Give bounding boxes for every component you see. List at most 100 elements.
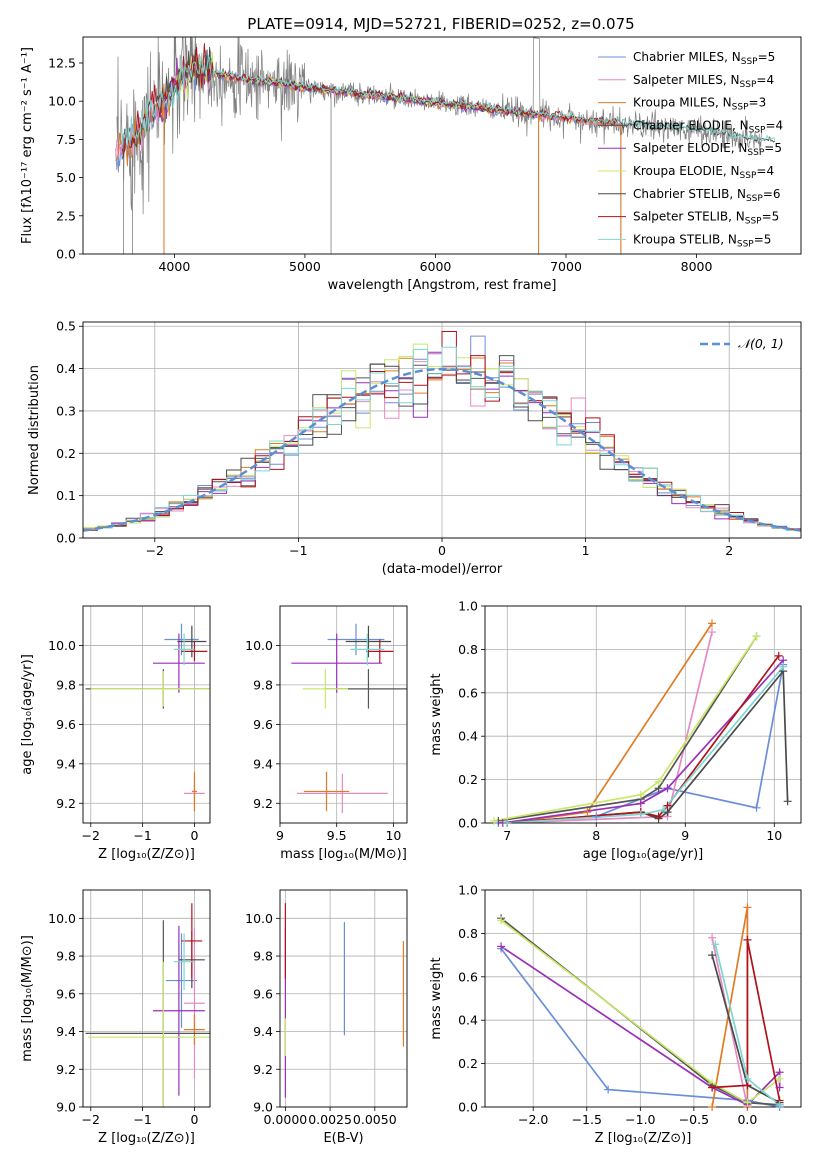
y-tick-label: 10.0 [245,638,273,653]
x-tick-label: 0.0000 [263,1112,307,1127]
plot-area [85,623,210,812]
y-tick-label: 0.3 [56,403,76,418]
y-tick-label: 0.5 [56,319,76,334]
legend-label-sub: SSP [732,103,749,113]
x-tick-label: −1.0 [625,1112,655,1127]
y-axis-label: mass weight [429,957,444,1039]
y-tick-label: 0.4 [458,1013,478,1028]
y-tick-label: 9.8 [56,677,76,692]
x-tick-label: 9.5 [327,828,347,843]
residuals-legend: 𝒩(0, 1) [700,336,784,351]
panel-spectrum: 4000 5000 6000 7000 8000 0.0 2.5 5.0 7.5 10.0 12.5… [20,36,802,293]
weight-marker-kroupa_elodie [775,1074,784,1083]
x-axis-label: age [log₁₀(age/yr)] [583,847,704,862]
x-axis-label: (data-model)/error [382,562,503,577]
axes-frame [82,605,211,824]
x-tick-label: 0 [438,543,446,558]
weight-line-kroupa_elodie [493,635,758,822]
weight-marker-kroupa_elodie [489,816,498,825]
panel-residuals: −2 −1 0 1 2 0.0 0.1 0.2 0.3 0.4 0.5 (data-model)/er… [27,319,802,577]
legend-label: Kroupa STELIB, NSSP=5 [633,232,771,249]
x-tick-label: 4000 [158,259,190,274]
y-tick-label: 12.5 [48,55,76,70]
weight-marker-kroupa_stelib [779,662,788,671]
legend-label-main: Salpeter STELIB, N [633,210,745,224]
panel-weight_vs_age: 7 8 9 10 0.0 0.2 0.4 0.6 0.8 1.0 age [log₁₀(age/yr… [429,599,802,862]
weight-marker-salpeter_stelib [663,801,672,810]
y-tick-label: 0.0 [56,247,76,262]
x-tick-label: 0.0 [737,1112,757,1127]
axes-frame [82,889,211,1108]
panel-weight_vs_Z: −2.0 −1.5 −1.0 −0.5 0.0 0.0 0.2 0.4 0.6 0.8 1.0 Z [… [429,883,802,1146]
y-tick-label: 9.0 [253,1100,273,1115]
weight-marker-kroupa_miles [707,619,716,628]
weight-marker-chabrier_miles [592,812,601,821]
x-tick-label: 0 [190,1112,198,1127]
y-axis-label: Normed distribution [27,365,42,495]
legend-label-main: Chabrier ELODIE, N [633,118,749,132]
plot-area [284,903,405,1098]
legend-label: 𝒩(0, 1) [738,336,784,351]
x-tick-label: 9 [276,828,284,843]
legend-label-sub: SSP [749,125,766,135]
legend-label: Chabrier STELIB, NSSP=6 [633,187,781,204]
legend-label-main: Salpeter ELODIE, N [633,141,747,155]
y-tick-label: 0.1 [56,488,76,503]
legend-label: Salpeter ELODIE, NSSP=5 [633,141,782,158]
legend-label-sub: SSP [741,57,758,67]
legend-label-suffix: =5 [764,141,782,155]
weight-marker-chabrier_stelib [783,797,792,806]
x-axis-label: E(B-V) [323,1131,363,1146]
weight-marker-salpeter_stelib [708,1083,717,1092]
weight-marker-salpeter_miles [708,933,717,942]
y-tick-label: 9.4 [253,1024,273,1039]
plot-area [83,331,801,532]
legend-label-sub: SSP [747,148,764,158]
x-axis-label: mass [log₁₀(M/M⊙)] [280,847,407,862]
axes-frame [279,605,408,824]
y-tick-label: 0.0 [458,1100,478,1115]
x-axis-label: wavelength [Angstrom, rest frame] [328,278,557,293]
y-tick-label: 9.4 [253,756,273,771]
normal-curve [83,367,801,532]
weight-line-salpeter_elodie [502,659,784,823]
weight-marker-salpeter_stelib [743,935,752,944]
weight-marker-salpeter_elodie [636,799,645,808]
legend-label-main: Chabrier STELIB, N [633,187,746,201]
y-tick-label: 10.0 [245,911,273,926]
y-tick-label: 9.6 [253,717,273,732]
legend-label-suffix: =5 [762,210,780,224]
y-tick-label: 0.8 [458,642,478,657]
x-tick-label: 10 [385,828,401,843]
weight-marker-salpeter_elodie [775,1083,784,1092]
y-tick-label: 9.0 [56,1100,76,1115]
weight-marker-kroupa_stelib [775,1100,784,1109]
y-axis-label: mass weight [429,673,444,755]
legend-label-sub: SSP [737,239,754,249]
weight-marker-kroupa_stelib [711,940,720,949]
x-tick-label: −1 [289,543,307,558]
x-tick-label: 2 [725,543,733,558]
panel-age_vs_Z: −2 −1 0 9.2 9.4 9.6 9.8 10.0 Z [log₁₀(Z/Z⊙)] age … [20,605,211,862]
x-tick-label: 0.0025 [308,1112,352,1127]
axes-frame [82,321,802,539]
weight-marker-salpeter_elodie [497,942,506,951]
legend-label: Kroupa ELODIE, NSSP=4 [633,164,774,181]
y-tick-label: 9.8 [56,949,76,964]
legend-label-sub: SSP [746,194,763,204]
legend-label-main: Salpeter MILES, N [633,73,740,87]
y-tick-label: 0.2 [458,772,478,787]
axes-frame [82,36,802,255]
y-tick-label: 9.8 [253,677,273,692]
y-tick-label: 2.5 [56,208,76,223]
y-tick-label: 10.0 [48,94,76,109]
weight-marker-kroupa_stelib [659,805,668,814]
panel-mass_vs_ebv: 0.0000 0.0025 0.0050 9.0 9.2 9.4 9.6 9.8 10.0 E(B… [245,889,408,1146]
weight-marker-kroupa_elodie [752,632,761,641]
legend-label: Salpeter STELIB, NSSP=5 [633,210,779,227]
legend-label-suffix: =5 [754,232,772,246]
legend-label-suffix: =4 [756,73,774,87]
y-tick-label: 7.5 [56,132,76,147]
legend-label-suffix: =4 [765,118,783,132]
